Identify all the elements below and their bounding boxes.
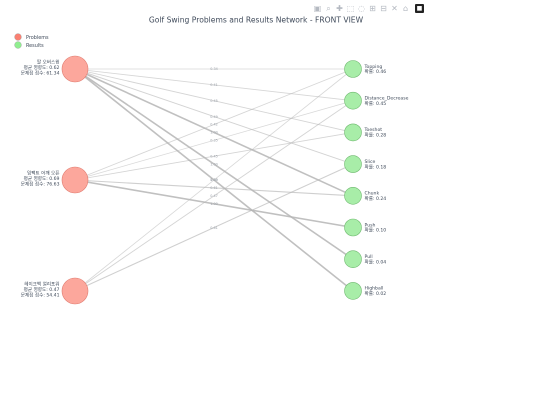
edge-line — [74, 68, 354, 165]
edge-weight-label: 0.39 — [210, 178, 218, 182]
result-probability-label: 확률: 0.04 — [365, 258, 387, 265]
pan-icon[interactable]: ✚ — [336, 4, 343, 13]
edge-line — [74, 131, 354, 181]
lasso-icon[interactable]: ◌ — [358, 4, 365, 13]
reset-axes-icon[interactable]: ⌂ — [402, 4, 409, 13]
problem-node[interactable] — [61, 166, 89, 194]
zoom-in-icon[interactable]: ⊞ — [369, 4, 376, 13]
edge-line — [74, 100, 354, 181]
problem-name-label: 팔 오버스윙 — [37, 59, 60, 66]
edge-weight-label: 1.00 — [210, 202, 218, 206]
legend-marker-results[interactable] — [14, 41, 22, 49]
edge-weight-label: 1.00 — [210, 162, 218, 166]
result-probability-label: 확률: 0.24 — [365, 195, 387, 202]
problem-name-label: 임팩트 어깨 오픈 — [27, 170, 60, 177]
legend[interactable]: Problems Results — [14, 33, 49, 49]
plotly-logo-icon[interactable]: ■ — [415, 4, 424, 13]
result-probability-label: 확률: 0.28 — [365, 132, 387, 139]
autoscale-icon[interactable]: ✕ — [391, 4, 398, 13]
problem-influence-label: 평균 영향도: 0.47 — [24, 286, 60, 293]
problem-score-label: 문제점 점수: 54.41 — [21, 291, 60, 298]
edge-weight-label: 0.34 — [210, 67, 218, 71]
edge-line — [74, 100, 354, 292]
edge-weight-label: 1.00 — [210, 178, 218, 182]
modebar: ▣ ⌕ ✚ ⬚ ◌ ⊞ ⊟ ✕ ⌂ ■ — [313, 4, 424, 16]
edge-line — [74, 68, 354, 260]
result-probability-label: 확률: 0.45 — [365, 100, 387, 107]
edge-weight-label: 0.45 — [210, 154, 218, 158]
result-probability-label: 확률: 0.10 — [365, 227, 387, 234]
problem-influence-label: 평균 영향도: 0.62 — [24, 64, 60, 71]
edge-weight-label: 0.45 — [210, 99, 218, 103]
result-name-label: Slice — [365, 159, 376, 165]
edge-line — [74, 68, 354, 197]
result-node[interactable] — [344, 250, 362, 269]
chart-title: Golf Swing Problems and Results Network … — [149, 16, 364, 25]
legend-label-results: Results — [26, 43, 44, 49]
edges — [74, 68, 354, 292]
result-name-label: Highball — [365, 286, 384, 292]
result-name-label: Topping — [364, 64, 383, 70]
edge-weight-label: 0.49 — [210, 115, 218, 119]
edge-line — [74, 163, 354, 292]
edge-line — [74, 68, 354, 133]
edge-line — [74, 179, 354, 197]
edge-weight-label: 1.00 — [210, 131, 218, 135]
edge-line — [74, 68, 354, 292]
result-node[interactable] — [344, 123, 362, 142]
legend-label-problems: Problems — [26, 35, 49, 41]
result-probability-label: 확률: 0.46 — [365, 68, 387, 75]
problem-score-label: 문제점 점수: 61.34 — [21, 69, 60, 76]
result-node[interactable] — [344, 155, 362, 173]
result-name-label: Distance_Decrease — [365, 96, 409, 102]
result-name-label: Toeshot — [364, 127, 383, 133]
result-node[interactable] — [344, 282, 362, 300]
problem-name-label: 헤이크백 얼리포워 — [24, 281, 59, 288]
result-node[interactable] — [344, 91, 362, 110]
edge-weight-label: 0.35 — [210, 139, 218, 143]
edge-weight-label: 0.41 — [210, 83, 218, 87]
result-node[interactable] — [344, 218, 362, 237]
edge-line — [74, 179, 354, 229]
result-name-label: Push — [365, 222, 376, 228]
edge-weight-label: 0.42 — [210, 123, 218, 127]
problem-score-label: 문제점 점수: 76.63 — [21, 180, 60, 187]
zoom-out-icon[interactable]: ⊟ — [380, 4, 387, 13]
result-name-label: Pull — [365, 254, 373, 260]
result-node[interactable] — [344, 187, 362, 205]
legend-marker-problems[interactable] — [14, 33, 22, 41]
problem-influence-label: 평균 영향도: 0.69 — [24, 175, 60, 182]
result-probability-label: 확률: 0.02 — [365, 290, 387, 297]
camera-icon[interactable]: ▣ — [313, 4, 322, 13]
problem-node[interactable] — [61, 55, 89, 83]
edge-weight-label: 0.61 — [210, 226, 218, 230]
zoom-icon[interactable]: ⌕ — [326, 4, 331, 13]
result-probability-label: 확률: 0.18 — [365, 163, 387, 170]
edge-labels: 0.34 0.41 0.45 0.49 1.00 1.00 1.00 0.42 0.35 0.45… — [210, 67, 218, 230]
result-node[interactable] — [344, 60, 362, 78]
box-select-icon[interactable]: ⬚ — [346, 4, 355, 13]
result-name-label: Chunk — [365, 191, 380, 197]
edge-weight-label: 0.47 — [210, 194, 218, 198]
edge-line — [74, 68, 354, 102]
edge-weight-label: 0.61 — [210, 186, 218, 190]
problem-node[interactable] — [61, 277, 89, 305]
edge-line — [74, 68, 354, 181]
